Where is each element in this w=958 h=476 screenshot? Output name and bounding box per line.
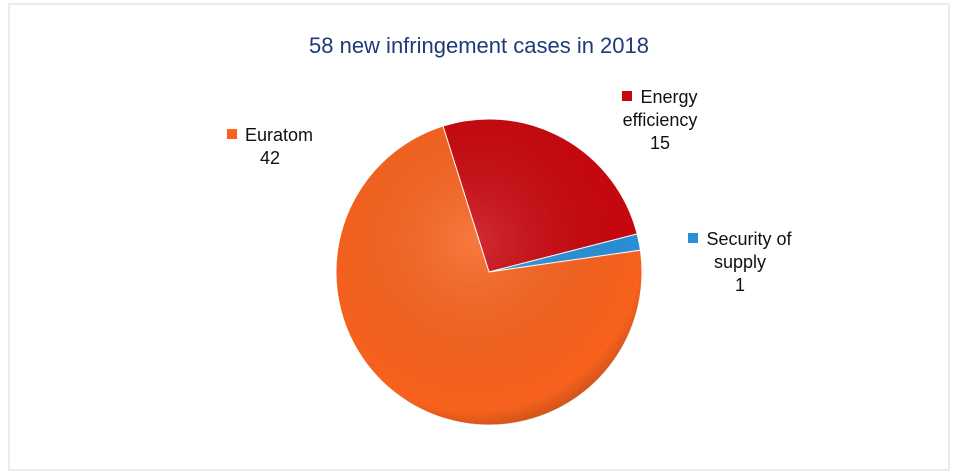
category-label: Energy efficiency [622,87,698,130]
pie [335,118,643,426]
chart-title: 58 new infringement cases in 2018 [309,33,649,58]
legend-swatch [688,233,699,243]
category-label: Security of supply [706,229,792,272]
value-label: 42 [259,148,281,168]
value-label: 15 [649,133,671,153]
legend-swatch [226,129,237,139]
legend-swatch [622,91,633,101]
slice-label: Euratom 42 [200,124,340,170]
category-label: Euratom [244,125,314,145]
frame [8,3,950,471]
slice-label: Energy efficiency 15 [590,86,730,155]
slice-label: Security of supply 1 [665,228,815,297]
value-label: 1 [734,275,745,295]
